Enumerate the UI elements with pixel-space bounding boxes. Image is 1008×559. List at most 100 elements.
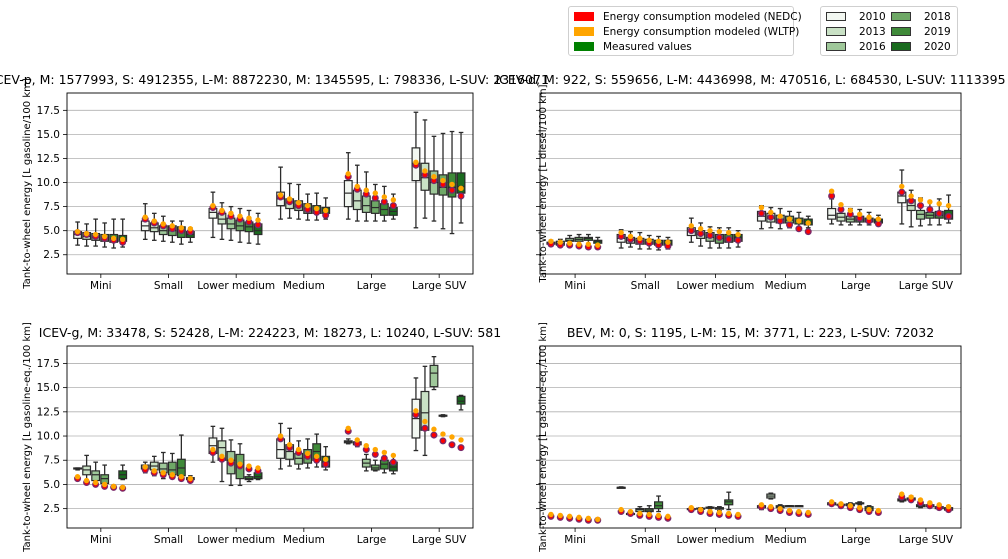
wltp-point <box>665 513 671 520</box>
wltp-point <box>758 204 765 211</box>
nedc-point <box>380 454 388 462</box>
nedc-point <box>706 231 714 239</box>
wltp-point <box>458 437 464 443</box>
nedc-point <box>457 444 465 452</box>
wltp-point <box>688 223 694 229</box>
y-axis-label: Tank-to-wheel energy [L gasoline-eq./100… <box>538 322 549 553</box>
wltp-point <box>313 205 320 212</box>
wltp-point <box>777 505 783 512</box>
wltp-point <box>219 453 225 460</box>
wltp-point <box>119 236 126 243</box>
wltp-point <box>637 235 643 242</box>
nedc-point <box>322 211 330 219</box>
chart-panel: Mini Small Lower medium Medium Large Large SU… <box>536 322 962 553</box>
wltp-point <box>866 214 872 220</box>
wltp-point <box>304 202 311 209</box>
wltp-point <box>828 188 835 194</box>
box <box>352 189 362 211</box>
wltp-point <box>786 507 793 514</box>
x-tick-label: Small <box>631 534 660 546</box>
nedc-point <box>786 221 794 229</box>
wltp-point <box>936 201 942 207</box>
wltp-point <box>936 502 942 508</box>
nedc-point <box>715 233 723 241</box>
wltp-point <box>354 437 360 443</box>
wltp-point <box>945 202 952 209</box>
wltp-point <box>101 233 108 240</box>
y-tick-label: 10.0 <box>37 431 60 443</box>
y-tick-label: 2.5 <box>43 249 60 261</box>
wltp-point <box>440 177 446 184</box>
wltp-point <box>372 190 378 196</box>
wltp-point <box>354 183 360 190</box>
legend-swatch-year-2013 <box>826 27 846 36</box>
wltp-point <box>585 515 592 522</box>
wltp-point <box>927 500 933 506</box>
nedc-point <box>421 424 429 432</box>
wltp-point <box>210 446 216 453</box>
nedc-point <box>687 227 695 235</box>
wltp-point <box>142 464 148 470</box>
x-tick-label: Lower medium <box>676 280 754 292</box>
wltp-point <box>255 217 261 223</box>
wltp-point <box>726 229 732 236</box>
wltp-point <box>295 446 302 453</box>
legend-swatch-measured <box>574 42 594 51</box>
wltp-point <box>899 183 905 190</box>
wltp-point <box>856 504 863 511</box>
legend-swatch-year-2010 <box>826 12 846 21</box>
wltp-point <box>295 200 302 206</box>
y-tick-label: 10.0 <box>37 177 60 189</box>
wltp-point <box>304 450 311 457</box>
wltp-point <box>655 512 662 519</box>
wltp-point <box>151 468 157 474</box>
wltp-point <box>735 231 741 238</box>
x-tick-label: Lower medium <box>676 534 754 546</box>
nedc-point <box>254 221 262 229</box>
wltp-point <box>110 483 117 490</box>
wltp-point <box>390 197 397 203</box>
wltp-point <box>322 207 329 214</box>
wltp-point <box>646 237 652 244</box>
x-tick-label: Mini <box>90 280 112 292</box>
wltp-point <box>637 510 643 517</box>
nedc-point <box>322 460 330 468</box>
wltp-point <box>716 509 723 516</box>
wltp-point <box>169 223 175 229</box>
wltp-point <box>228 457 234 463</box>
wltp-point <box>917 197 924 203</box>
box <box>456 395 466 405</box>
nedc-point <box>448 186 456 194</box>
wltp-point <box>655 238 662 244</box>
wltp-point <box>796 508 802 515</box>
wltp-point <box>413 159 419 166</box>
wltp-point <box>246 215 252 221</box>
chart-title: ICEV-g, M: 33478, S: 52428, L-M: 224223,… <box>39 325 501 340</box>
plot-frame <box>66 92 474 275</box>
wltp-point <box>458 185 464 192</box>
wltp-point <box>707 227 713 234</box>
wltp-point <box>548 511 554 518</box>
legend-swatch-year-2020 <box>891 42 911 51</box>
y-tick-label: 7.5 <box>43 455 60 467</box>
y-axis-label: Tank-to-wheel energy [L diesel/100 km] <box>538 84 549 283</box>
wltp-point <box>847 503 854 509</box>
wltp-point <box>160 221 166 227</box>
box <box>827 207 837 220</box>
legend-methods: Energy consumption modeled (NEDC) Energy… <box>568 6 802 56</box>
wltp-point <box>927 199 933 205</box>
nedc-point <box>828 192 836 200</box>
nedc-point <box>439 437 447 445</box>
y-tick-label: 12.5 <box>37 153 60 165</box>
nedc-point <box>804 228 812 236</box>
legend-swatch-nedc <box>574 12 594 21</box>
nedc-point <box>457 192 465 200</box>
x-tick-label: Lower medium <box>197 534 275 546</box>
wltp-point <box>805 509 811 516</box>
wltp-point <box>381 194 388 200</box>
wltp-point <box>313 453 320 460</box>
legend-swatch-wltp <box>574 27 594 36</box>
nedc-point <box>795 225 803 233</box>
wltp-point <box>557 512 564 519</box>
